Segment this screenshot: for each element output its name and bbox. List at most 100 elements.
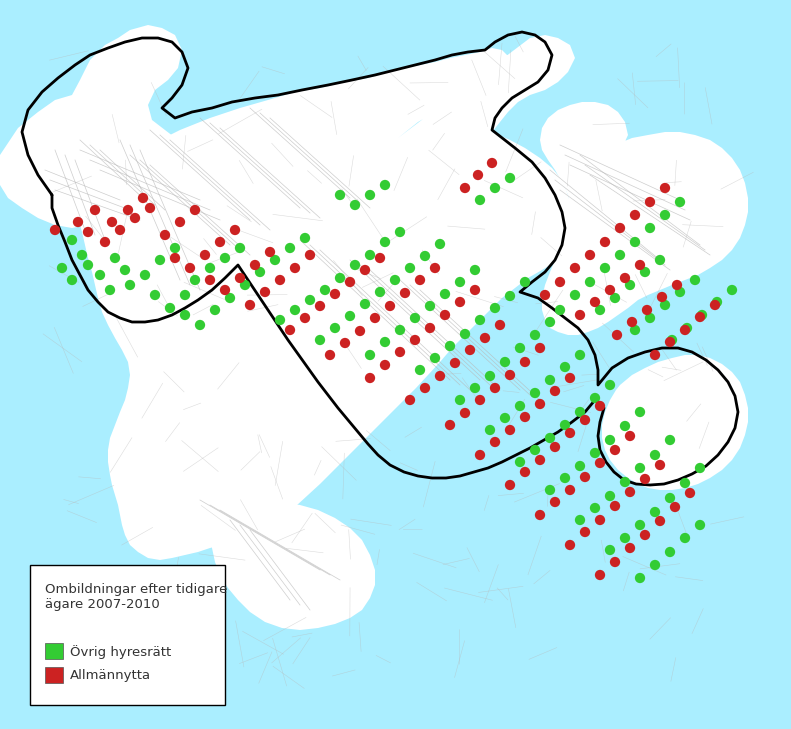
Point <box>498 356 511 368</box>
Point <box>214 236 226 248</box>
Point <box>179 289 191 301</box>
Point <box>394 226 407 238</box>
Point <box>725 284 738 296</box>
Point <box>534 342 547 354</box>
Point <box>573 309 586 321</box>
Point <box>394 324 407 336</box>
Point <box>709 299 721 311</box>
Point <box>189 274 202 286</box>
Point <box>284 324 297 336</box>
Point <box>229 225 241 236</box>
Point <box>554 304 566 316</box>
Point <box>364 373 377 384</box>
Point <box>114 225 127 236</box>
Point <box>314 334 327 346</box>
Point <box>339 338 351 349</box>
Point <box>629 236 642 248</box>
Point <box>454 394 467 406</box>
Point <box>608 444 621 456</box>
Point <box>564 539 577 551</box>
Point <box>679 477 691 489</box>
Point <box>189 204 202 216</box>
Point <box>549 441 562 453</box>
Point <box>558 419 571 431</box>
Point <box>674 196 687 208</box>
Point <box>638 266 651 278</box>
Point <box>373 252 386 264</box>
Polygon shape <box>602 355 748 490</box>
Point <box>373 286 386 298</box>
Point <box>471 169 484 181</box>
Point <box>104 284 116 296</box>
Point <box>129 212 142 224</box>
Point <box>519 466 532 477</box>
Point <box>659 299 672 311</box>
Point <box>664 336 676 348</box>
Point <box>414 274 426 286</box>
Point <box>599 262 611 274</box>
Point <box>399 287 411 299</box>
Point <box>539 289 551 301</box>
Text: Ombildningar efter tidigare
ägare 2007-2010: Ombildningar efter tidigare ägare 2007-2… <box>45 583 227 611</box>
Point <box>289 304 301 316</box>
Point <box>498 412 511 424</box>
Point <box>233 242 246 254</box>
Point <box>89 204 101 216</box>
Point <box>469 264 482 276</box>
Point <box>72 217 85 228</box>
Polygon shape <box>540 102 748 335</box>
Point <box>474 194 486 206</box>
Point <box>604 434 616 446</box>
Point <box>573 406 586 418</box>
Point <box>528 387 541 399</box>
Point <box>454 276 467 288</box>
Point <box>474 449 486 461</box>
Point <box>659 182 672 194</box>
Point <box>259 286 271 298</box>
Point <box>489 182 501 194</box>
Point <box>469 284 482 296</box>
Point <box>424 300 437 312</box>
Point <box>299 312 312 324</box>
Point <box>144 202 157 214</box>
Point <box>626 316 638 328</box>
Point <box>358 298 371 310</box>
Point <box>543 484 556 496</box>
Point <box>76 249 89 261</box>
Bar <box>30 565 225 705</box>
Point <box>649 349 661 361</box>
Point <box>629 324 642 336</box>
Point <box>594 514 607 526</box>
Point <box>364 349 377 361</box>
Point <box>638 473 651 485</box>
Point <box>218 252 231 264</box>
Point <box>379 236 392 248</box>
Point <box>149 289 161 301</box>
Point <box>649 559 661 571</box>
Point <box>159 229 172 241</box>
Point <box>558 472 571 484</box>
Point <box>209 304 221 316</box>
Point <box>388 274 401 286</box>
Point <box>623 486 636 498</box>
Point <box>564 373 577 384</box>
Point <box>634 406 646 418</box>
Point <box>619 476 631 488</box>
Point <box>474 314 486 326</box>
Point <box>384 300 396 312</box>
Point <box>623 279 636 291</box>
Point <box>299 232 312 243</box>
Point <box>164 302 176 313</box>
Point <box>638 529 651 541</box>
Text: Övrig hyresrätt: Övrig hyresrätt <box>70 645 171 659</box>
Point <box>254 266 267 278</box>
Point <box>119 264 131 276</box>
Point <box>611 330 623 341</box>
Point <box>666 334 679 346</box>
Point <box>608 292 621 304</box>
Point <box>494 319 506 331</box>
Point <box>594 569 607 581</box>
Point <box>534 398 547 410</box>
Point <box>334 189 346 200</box>
Point <box>349 260 361 271</box>
